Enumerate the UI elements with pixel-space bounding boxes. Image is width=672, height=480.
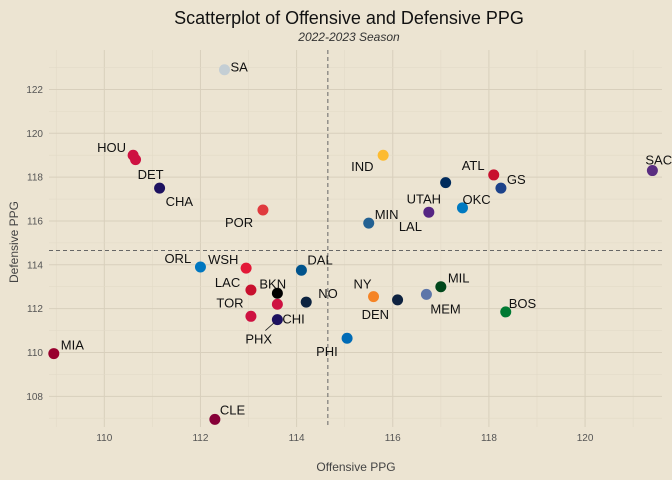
x-tick-label: 110 [96,433,112,444]
point-por [257,204,269,216]
point-atl [488,169,500,181]
point-label-lac: LAC [215,275,240,290]
point-label-dal: DAL [307,252,332,267]
point-gs [495,182,507,194]
point-label-ny: NY [354,277,372,292]
point-label-okc: OKC [462,192,490,207]
point-label-ind: IND [351,159,373,174]
point-label-den: DEN [362,307,389,322]
phx-leader-line [265,322,275,331]
point-label-tor: TOR [216,295,243,310]
y-tick-label: 110 [27,348,43,359]
point-label-phi: PHI [316,344,338,359]
point-det [154,182,166,194]
point-label-mil: MIL [448,271,470,286]
x-axis-title: Offensive PPG [316,460,395,474]
x-tick-label: 114 [289,433,305,444]
y-tick-label: 114 [27,260,43,271]
point-cle [209,413,221,425]
point-unlabeled-2 [130,154,142,166]
y-tick-label: 112 [27,304,43,315]
point-label-atl: ATL [462,158,485,173]
point-dal [295,264,307,276]
point-label-cha: CHA [166,194,194,209]
point-label-sac: SAC [645,153,672,168]
point-bos [500,306,512,318]
x-tick-label: 112 [192,433,208,444]
point-wsh [240,262,252,274]
point-utah [440,177,452,189]
point-label-cle: CLE [220,402,246,417]
point-chi [271,314,283,326]
point-min [363,217,375,229]
point-label-det: DET [138,167,164,182]
chart-subtitle: 2022-2023 Season [297,30,400,44]
point-label-orl: ORL [164,251,191,266]
point-label-wsh: WSH [208,252,238,267]
point-den [392,294,404,306]
point-mem [420,288,432,300]
point-label-chi: CHI [282,312,304,327]
point-sac [646,165,658,177]
y-tick-label: 120 [26,129,43,140]
point-phi [341,332,353,344]
point-orl [194,261,206,273]
x-tick-label: 118 [481,433,497,444]
x-axis-ticks: 110 112 114 116 118 120 [96,433,594,444]
grid-lines [49,50,662,427]
x-tick-label: 116 [385,433,401,444]
y-tick-label: 118 [27,173,43,184]
point-tor [271,298,283,310]
point-label-min: MIN [375,207,399,222]
point-label-mem: MEM [430,301,460,316]
y-tick-label: 122 [26,85,43,96]
point-mil [435,281,447,293]
point-label-gs: GS [507,172,526,187]
point-label-bkn: BKN [259,276,286,291]
point-label-bos: BOS [509,296,537,311]
y-axis-title: Defensive PPG [7,201,21,283]
point-no [300,296,312,308]
mean-reference-lines [49,50,662,427]
x-tick-label: 120 [577,433,594,444]
point-mia [48,348,60,360]
point-label-hou: HOU [97,140,126,155]
point-ind [377,149,389,161]
point-label-sa: SA [230,60,248,75]
point-unlabeled-21 [245,310,257,322]
y-tick-label: 116 [27,216,43,227]
point-label-mia: MIA [61,338,84,353]
point-label-no: NO [318,286,338,301]
point-label-utah: UTAH [407,192,441,207]
point-okc [456,202,468,214]
data-points [48,64,658,425]
y-axis-ticks: 108 110 112 114 116 118 120 122 [26,85,43,403]
chart-title: Scatterplot of Offensive and Defensive P… [174,8,524,28]
point-bkn [271,287,283,299]
point-sa [218,64,230,76]
point-label-phx: PHX [245,332,272,347]
point-lal [423,206,435,218]
point-lac [245,284,257,296]
y-tick-label: 108 [26,392,43,403]
point-label-lal: LAL [399,219,422,234]
point-label-por: POR [225,215,253,230]
point-ny [368,291,380,303]
